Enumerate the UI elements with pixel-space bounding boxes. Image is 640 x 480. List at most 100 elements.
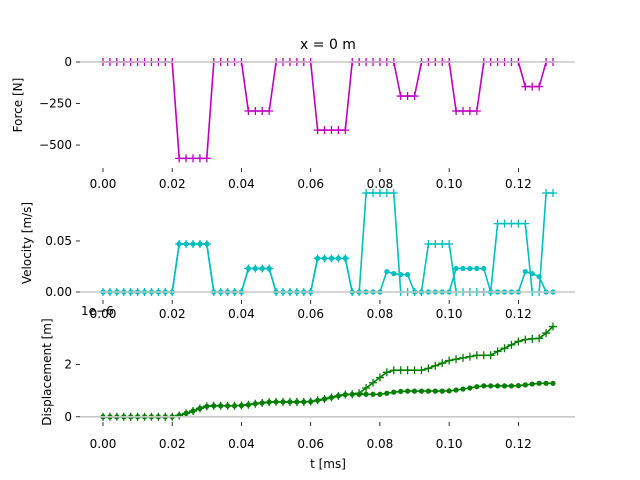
displacement-series-1-point (391, 389, 397, 395)
displacement-series-0-point (528, 334, 537, 343)
displacement-series-1-point (529, 381, 535, 387)
displacement-series-1-point (377, 391, 383, 397)
displacement-series-0-point (403, 366, 412, 375)
velocity-series-0-point (507, 219, 516, 228)
displacement-series-1-point (294, 399, 300, 405)
displacement-series-0-point (438, 359, 447, 368)
force-series-0-point (251, 107, 260, 115)
velocity-y-tick-label: 0.05 (45, 234, 72, 248)
displacement-series-1-point (515, 383, 521, 389)
velocity-series-1-point (529, 271, 535, 277)
force-series-0-point (452, 107, 461, 115)
velocity-y-axis-label: Velocity [m/s] (20, 202, 34, 284)
displacement-series-1-point (197, 405, 203, 411)
force-series-0-point (175, 154, 184, 163)
displacement-series-0-point (493, 347, 502, 356)
velocity-series-0-point (369, 189, 377, 197)
force-x-tick-label: 0.02 (159, 177, 186, 191)
displacement-series-0-point (535, 334, 544, 343)
velocity-series-1-point (384, 268, 390, 275)
velocity-series-1-point (391, 271, 397, 277)
displacement-series-1-point (418, 388, 425, 394)
displacement-series-1-point (425, 388, 431, 394)
displacement-series-0-point (362, 384, 371, 392)
velocity-series-0-point (521, 219, 530, 228)
displacement-x-tick-label: 0.08 (367, 437, 394, 451)
velocity-series-1-point (245, 265, 251, 272)
velocity-series-1-point (197, 241, 203, 247)
force-series-0-line (103, 61, 553, 160)
velocity-series-1-point (259, 265, 265, 272)
chart-title: x = 0 m (300, 37, 356, 53)
velocity-series-0-point (542, 189, 551, 197)
velocity-series-0-point (389, 189, 398, 197)
displacement-series-0-point (507, 340, 516, 349)
displacement-series-1-point (384, 390, 390, 396)
displacement-series-1-point (190, 408, 196, 414)
force-series-0-point (327, 126, 336, 135)
displacement-series-0-point (452, 355, 461, 364)
velocity-series-0-point (445, 240, 454, 249)
velocity-series-1-point (342, 255, 348, 261)
velocity-y-tick-label: 0.00 (45, 285, 72, 299)
velocity-series-0-point (375, 189, 384, 197)
displacement-series-1-point (321, 396, 328, 402)
displacement-series-1-point (363, 391, 369, 397)
force-series-0-point (410, 92, 419, 101)
force-series-0-point (258, 107, 267, 115)
force-series-0-point (403, 92, 412, 101)
velocity-series-0-point (493, 219, 502, 228)
displacement-series-1-point (411, 388, 418, 394)
displacement-series-1-point (287, 399, 293, 405)
displacement-series-0-point (410, 366, 419, 375)
velocity-series-0-point (424, 240, 433, 249)
displacement-series-0-point (445, 356, 454, 365)
velocity-series-1-point (398, 272, 404, 278)
velocity-series-1-point (405, 272, 411, 278)
velocity-series-1-point (474, 265, 480, 272)
displacement-y-tick-label: 2 (64, 357, 72, 371)
velocity-x-tick-label: 0.06 (297, 307, 324, 321)
x-axis-label: t [ms] (310, 457, 346, 471)
force-series-0-point (472, 107, 481, 115)
velocity-series-1-point (460, 265, 466, 272)
displacement-series-1-point (308, 399, 314, 405)
displacement-series-1-point (453, 387, 459, 393)
displacement-series-1-point (432, 388, 438, 394)
force-series-0-point (189, 154, 197, 163)
velocity-panel: 0.00 0.05 0.00 0.02 0.04 0.06 0.08 0.10 0.12 Vel… (20, 189, 575, 321)
displacement-series-0-point (549, 322, 557, 331)
displacement-series-0-point (431, 361, 440, 370)
velocity-x-tick-label: 0.10 (436, 307, 463, 321)
force-series-0-point (459, 107, 467, 115)
force-series-0-point (521, 82, 530, 91)
displacement-x-tick-label: 0.10 (436, 437, 463, 451)
displacement-series-1-point (218, 403, 224, 409)
velocity-series-1-point (321, 255, 328, 261)
velocity-series-0-point (431, 240, 440, 249)
displacement-x-tick-label: 0.12 (505, 437, 532, 451)
force-y-tick-label: 0 (64, 55, 72, 69)
displacement-y-axis-label: Displacement [m] (40, 318, 54, 425)
velocity-series-1-point (536, 274, 542, 280)
displacement-series-0-point (521, 335, 530, 344)
force-y-tick-label: −250 (39, 97, 72, 111)
displacement-series-1-point (398, 388, 404, 394)
displacement-series-1-point (238, 402, 245, 409)
displacement-series-0-point (479, 351, 488, 360)
displacement-series-0-point (389, 366, 398, 375)
velocity-x-tick-label: 0.12 (505, 307, 532, 321)
force-series-0-point (195, 154, 204, 163)
velocity-series-1-point (252, 265, 258, 272)
force-x-tick-label: 0.08 (367, 177, 394, 191)
force-panel: 0 −250 −500 0.00 0.02 0.04 0.06 0.08 0.10 0.12 Fo… (11, 55, 575, 191)
displacement-series-1-point (183, 410, 189, 416)
displacement-series-1-point (225, 403, 231, 409)
force-series-0-point (334, 126, 343, 135)
displacement-series-1-point (481, 383, 487, 389)
displacement-x-tick-label: 0.04 (228, 437, 255, 451)
displacement-series-1-point (266, 399, 272, 405)
displacement-series-1-point (405, 388, 411, 394)
velocity-series-1-point (522, 268, 528, 275)
